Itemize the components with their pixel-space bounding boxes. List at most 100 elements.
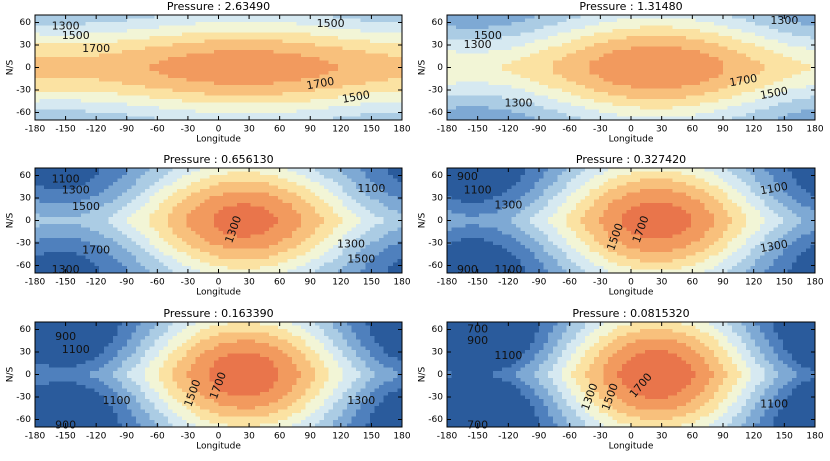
contour-fill xyxy=(63,68,68,72)
contour-fill xyxy=(613,57,618,61)
contour-fill xyxy=(76,64,81,68)
contour-fill xyxy=(732,29,737,33)
y-tick-label: 60 xyxy=(20,18,32,28)
contour-fill xyxy=(274,106,279,110)
contour-fill xyxy=(613,43,618,47)
contour-fill xyxy=(631,40,636,44)
contour-fill xyxy=(709,82,714,86)
contour-fill xyxy=(787,103,792,107)
contour-fill xyxy=(525,15,530,19)
contour-fill xyxy=(806,85,811,89)
contour-fill xyxy=(324,50,329,54)
contour-fill xyxy=(159,99,164,103)
contour-fill xyxy=(668,40,673,44)
contour-fill xyxy=(746,57,751,61)
contour-fill xyxy=(306,71,311,75)
contour-fill xyxy=(649,106,654,110)
contour-fill xyxy=(306,61,311,65)
contour-fill xyxy=(700,29,705,33)
contour-fill xyxy=(617,50,622,54)
contour-fill xyxy=(534,103,539,107)
contour-fill xyxy=(44,26,49,30)
contour-fill xyxy=(118,99,123,103)
contour-fill xyxy=(507,40,512,44)
contour-fill xyxy=(163,57,168,61)
contour-fill xyxy=(617,92,622,96)
contour-fill xyxy=(447,89,452,93)
contour-fill xyxy=(686,64,691,68)
contour-fill xyxy=(539,110,544,114)
contour-fill xyxy=(728,99,733,103)
contour-fill xyxy=(525,47,530,51)
contour-fill xyxy=(255,113,260,117)
contour-fill xyxy=(219,22,224,26)
contour-fill xyxy=(576,61,581,65)
contour-fill xyxy=(530,64,535,68)
contour-fill xyxy=(49,71,54,75)
contour-fill xyxy=(44,33,49,37)
contour-fill xyxy=(182,54,187,58)
contour-fill xyxy=(456,26,461,30)
contour-fill xyxy=(714,33,719,37)
contour-fill xyxy=(599,22,604,26)
contour-fill xyxy=(797,40,802,44)
contour-fill xyxy=(728,110,733,114)
contour-fill xyxy=(177,64,182,68)
contour-fill xyxy=(654,99,659,103)
contour-fill xyxy=(310,99,315,103)
contour-fill xyxy=(287,110,292,114)
contour-fill xyxy=(163,68,168,72)
contour-fill xyxy=(251,22,256,26)
contour-fill xyxy=(695,15,700,19)
contour-fill xyxy=(35,256,40,260)
contour-fill xyxy=(76,75,81,79)
contour-fill xyxy=(35,36,40,40)
contour-fill xyxy=(700,64,705,68)
contour-fill xyxy=(342,50,347,54)
contour-fill xyxy=(67,78,72,82)
contour-fill xyxy=(521,29,526,33)
contour-fill xyxy=(636,15,641,19)
contour-fill xyxy=(342,113,347,117)
contour-fill xyxy=(95,85,100,89)
contour-fill xyxy=(329,106,334,110)
contour-fill xyxy=(319,106,324,110)
contour-fill xyxy=(778,33,783,37)
contour-fill xyxy=(342,106,347,110)
contour-fill xyxy=(626,43,631,47)
contour-fill xyxy=(755,36,760,40)
contour-fill xyxy=(214,68,219,72)
contour-fill xyxy=(241,89,246,93)
contour-fill xyxy=(370,64,375,68)
contour-fill xyxy=(145,22,150,26)
contour-fill xyxy=(516,29,521,33)
contour-fill xyxy=(732,110,737,114)
contour-fill xyxy=(737,106,742,110)
contour-fill xyxy=(488,96,493,100)
contour-fill xyxy=(379,40,384,44)
contour-fill xyxy=(636,54,641,58)
contour-fill xyxy=(214,47,219,51)
contour-fill xyxy=(636,71,641,75)
contour-fill xyxy=(645,85,650,89)
contour-fill xyxy=(580,85,585,89)
contour-fill xyxy=(118,92,123,96)
contour-fill xyxy=(764,33,769,37)
contour-fill xyxy=(283,50,288,54)
contour-fill xyxy=(705,47,710,51)
contour-fill xyxy=(136,15,141,19)
contour-fill xyxy=(122,26,127,30)
contour-fill xyxy=(576,92,581,96)
contour-fill xyxy=(136,92,141,96)
contour-fill xyxy=(682,61,687,65)
contour-fill xyxy=(205,82,210,86)
contour-fill xyxy=(608,19,613,23)
contour-fill xyxy=(241,103,246,107)
contour-fill xyxy=(131,103,136,107)
contour-fill xyxy=(342,110,347,114)
contour-fill xyxy=(196,64,201,68)
contour-fill xyxy=(81,61,86,65)
contour-fill xyxy=(283,89,288,93)
contour-fill xyxy=(668,92,673,96)
contour-fill xyxy=(677,85,682,89)
